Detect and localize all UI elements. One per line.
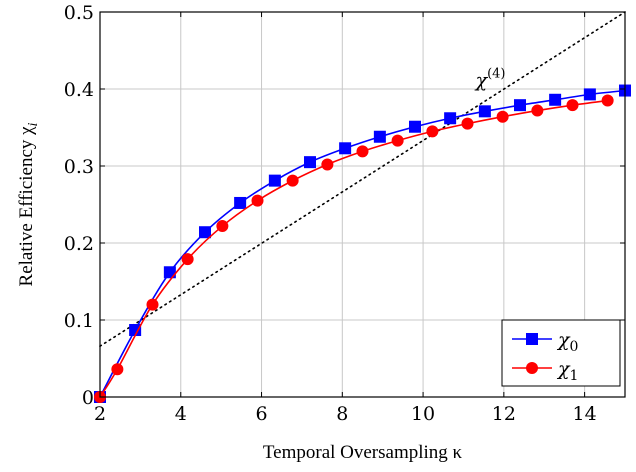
legend-label-main: χ bbox=[556, 358, 571, 380]
y-tick-label: 0.2 bbox=[64, 233, 94, 255]
series-layer bbox=[94, 84, 631, 403]
y-axis-label-sub: i bbox=[26, 122, 41, 126]
x-tick-label: 2 bbox=[94, 403, 106, 425]
series-1 bbox=[94, 94, 614, 403]
legend-label: χ1 bbox=[556, 358, 578, 384]
y-tick-label: 0.3 bbox=[64, 156, 94, 178]
legend-swatch-marker bbox=[526, 333, 538, 345]
y-axis-label-main: Relative Efficiency χ bbox=[16, 126, 37, 287]
y-tick-label: 0 bbox=[82, 387, 94, 409]
data-point bbox=[391, 134, 404, 147]
data-point bbox=[583, 88, 596, 101]
y-tick-label: 0.5 bbox=[64, 2, 94, 24]
data-point bbox=[129, 324, 142, 337]
data-point bbox=[478, 105, 491, 118]
legend-label-sub: 0 bbox=[570, 339, 579, 355]
data-point bbox=[251, 194, 264, 207]
legend-box bbox=[501, 319, 621, 387]
series-0 bbox=[94, 84, 631, 403]
data-point bbox=[409, 120, 421, 133]
data-point bbox=[216, 220, 229, 233]
x-tick-label: 6 bbox=[255, 403, 267, 425]
reference-line-label: χ(4) bbox=[474, 67, 506, 92]
x-tick-label: 12 bbox=[492, 403, 516, 425]
data-point bbox=[496, 110, 509, 123]
x-tick-label: 8 bbox=[336, 403, 348, 425]
x-tick-label: 14 bbox=[573, 403, 597, 425]
x-axis-label: Temporal Oversampling κ bbox=[263, 442, 463, 463]
data-point bbox=[181, 253, 194, 266]
y-axis-label: Relative Efficiency χi bbox=[16, 122, 41, 286]
y-tick-label: 0.4 bbox=[64, 79, 94, 101]
x-tick-label: 4 bbox=[175, 403, 187, 425]
legend-label: χ0 bbox=[556, 329, 578, 355]
series-line bbox=[99, 89, 626, 398]
data-point bbox=[514, 99, 526, 112]
data-point bbox=[549, 93, 562, 106]
data-point bbox=[339, 142, 352, 155]
plot-frame bbox=[99, 11, 626, 398]
data-point bbox=[601, 94, 614, 107]
x-tick-label: 10 bbox=[411, 403, 435, 425]
reference-line-label-sup: (4) bbox=[487, 67, 505, 82]
data-point bbox=[146, 298, 159, 311]
legend-item: χ0 bbox=[512, 329, 578, 355]
series-line bbox=[99, 99, 608, 398]
data-point bbox=[111, 363, 124, 376]
legend-label-sub: 1 bbox=[570, 368, 579, 384]
data-point bbox=[444, 112, 457, 125]
data-point bbox=[373, 130, 386, 143]
legend-label-main: χ bbox=[556, 329, 571, 351]
data-point bbox=[356, 145, 369, 158]
data-point bbox=[426, 125, 439, 138]
y-tick-label: 0.1 bbox=[64, 310, 94, 332]
data-point bbox=[304, 156, 316, 169]
data-point bbox=[163, 266, 176, 279]
reference-line bbox=[99, 11, 626, 347]
reference-line-label-main: χ bbox=[474, 70, 489, 92]
data-point bbox=[321, 158, 334, 171]
data-point bbox=[286, 174, 299, 187]
data-point bbox=[268, 174, 281, 187]
data-point bbox=[531, 104, 544, 117]
data-point bbox=[234, 196, 247, 209]
data-point bbox=[566, 99, 579, 112]
data-point bbox=[461, 117, 474, 130]
legend-swatch-marker bbox=[526, 362, 538, 374]
reference-line-path bbox=[99, 11, 626, 347]
legend-item: χ1 bbox=[512, 358, 578, 384]
data-point bbox=[199, 226, 211, 239]
